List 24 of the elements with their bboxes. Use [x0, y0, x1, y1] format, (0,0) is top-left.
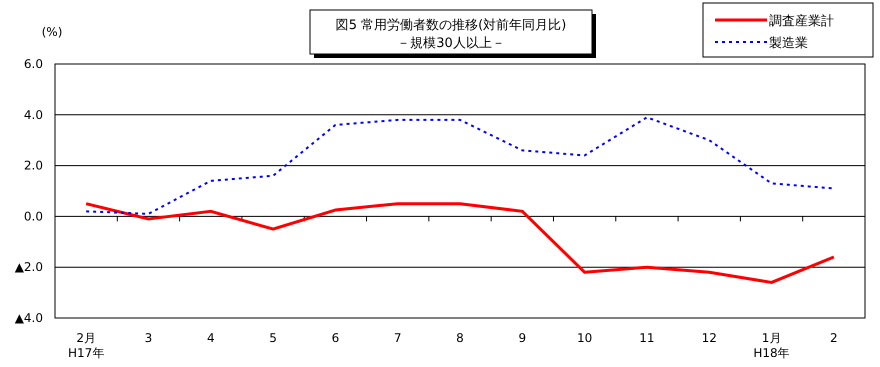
chart-subtitle: －規模30人以上－ [397, 36, 505, 51]
y-tick-label: 0.0 [24, 209, 43, 224]
x-tick-label: 9 [518, 331, 526, 345]
x-tick-label: 11 [639, 331, 655, 345]
y-tick-label: 4.0 [24, 108, 43, 122]
y-axis-title: (%) [42, 25, 62, 39]
x-tick-label: 2月 H17年 [68, 331, 104, 360]
y-tick-label: 6.0 [24, 57, 43, 71]
x-tick-label: 12 [702, 331, 717, 345]
x-tick-label: 3 [144, 331, 152, 345]
legend-label: 調査産業計 [769, 13, 834, 29]
x-tick-label: 2 [830, 331, 838, 345]
x-tick-label: 6 [332, 331, 340, 345]
chart-title: 図5 常用労働者数の推移(対前年同月比) [336, 17, 566, 33]
y-tick-label: ▲2.0 [14, 260, 43, 274]
x-tick-label: 8 [456, 331, 464, 345]
x-tick-label: 7 [394, 331, 402, 345]
y-tick-label: 2.0 [24, 158, 43, 173]
x-tick-label: 10 [576, 331, 592, 345]
y-tick-label: ▲4.0 [14, 311, 43, 325]
x-tick-label: 1月 H18年 [753, 331, 790, 360]
x-tick-label: 4 [206, 331, 215, 345]
x-tick-label: 5 [269, 331, 277, 345]
legend-label: 製造業 [769, 36, 808, 51]
